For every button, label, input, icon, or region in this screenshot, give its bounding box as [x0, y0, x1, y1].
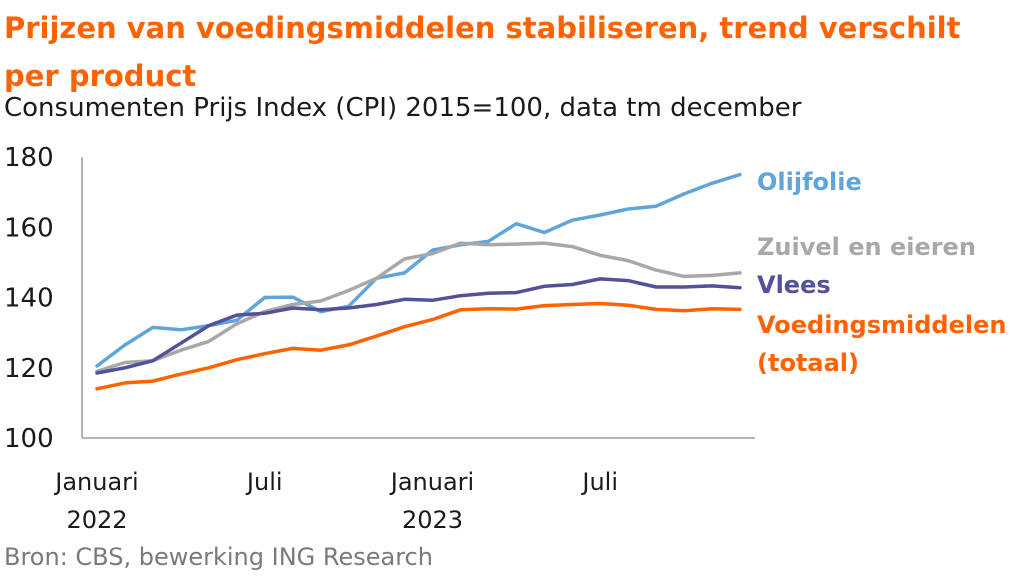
chart-title: Prijzen van voedingsmiddelen stabilisere… — [4, 11, 961, 93]
y-tick-label: 140 — [4, 284, 54, 314]
x-tick-label: 2022 — [66, 506, 127, 534]
chart-axes: 100 120 140 160 180 Januari 2022 Juli Januari 202… — [4, 143, 755, 534]
y-tick-label: 180 — [4, 143, 54, 173]
chart-series-lines — [95, 172, 742, 391]
series-label: Zuivel en eieren — [757, 233, 976, 261]
chart-series-labels: Olijfolie Zuivel en eieren Vlees Voedingsmi… — [757, 168, 1006, 377]
series-label: Vlees — [757, 271, 831, 299]
series-line-2 — [95, 241, 742, 374]
series-label: Voedingsmiddelen — [757, 311, 1006, 339]
series-line-3 — [95, 277, 742, 375]
y-tick-label: 160 — [4, 213, 54, 243]
chart-subtitle: Consumenten Prijs Index (CPI) 2015=100, … — [4, 93, 802, 123]
source-note: Bron: CBS, bewerking ING Research — [4, 543, 433, 571]
y-tick-label: 120 — [4, 354, 54, 384]
series-label: (totaal) — [757, 349, 859, 377]
y-tick-label: 100 — [4, 424, 54, 454]
x-tick-label: 2023 — [402, 506, 463, 534]
x-tick-label: Juli — [245, 468, 283, 496]
x-tick-label: Januari — [389, 468, 474, 496]
x-tick-label: Juli — [580, 468, 618, 496]
series-line-1 — [95, 172, 742, 368]
x-tick-label: Januari — [53, 468, 138, 496]
series-label: Olijfolie — [757, 168, 862, 196]
series-line-4 — [95, 301, 742, 391]
